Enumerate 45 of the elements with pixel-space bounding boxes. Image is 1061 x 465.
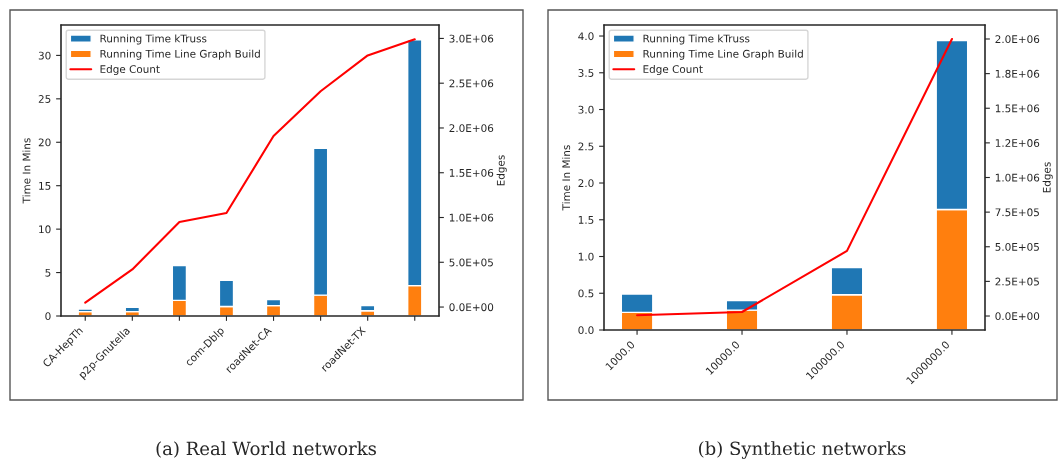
legend-label: Running Time kTruss	[643, 34, 750, 45]
legend-label: Running Time kTruss	[100, 34, 207, 45]
bar	[359, 304, 376, 312]
y-tick-label: 5	[45, 268, 51, 277]
y-axis-title: Time In Mins	[22, 138, 31, 204]
y-tick-label: 3.0	[578, 105, 594, 114]
y-tick-label: 0.0	[578, 326, 594, 335]
y2-tick-label: 0.0E+00	[449, 303, 494, 312]
legend-label: Running Time Line Graph Build	[643, 49, 803, 60]
y-tick-label: 0.5	[578, 289, 594, 298]
y-tick-label: 1.5	[578, 216, 594, 224]
y2-tick-label: 2.5E+06	[449, 79, 494, 88]
text: (b) Synthetic networks	[699, 441, 906, 459]
y2-tick-label: 1.8E+06	[995, 69, 1040, 78]
y-tick-label: 30	[38, 51, 51, 60]
y2-tick-label: 2.5E+05	[995, 277, 1039, 286]
legend-label: Edge Count	[100, 64, 160, 76]
y-tick-label: 2.5	[578, 142, 594, 151]
y2-tick-label: 7.5E+05	[995, 208, 1039, 217]
y-tick-label: 15	[39, 182, 51, 190]
y-tick-label: 20	[38, 138, 51, 147]
y-tick-label: 10	[39, 225, 51, 234]
y2-tick-label: 2.0E+06	[995, 35, 1040, 44]
y2-axis-title: Edges	[496, 155, 507, 186]
y2-tick-label: 5.0E+05	[449, 258, 493, 267]
y-tick-label: 25	[38, 95, 51, 103]
y2-tick-label: 2.0E+06	[449, 124, 494, 133]
legend-label: Edge Count	[643, 64, 703, 76]
legend-label: Running Time Line Graph Build	[100, 49, 260, 60]
y-tick-label: 2.0	[578, 179, 594, 188]
y-axis-title: Time In Mins	[562, 145, 571, 211]
y-tick-label: 3.5	[578, 69, 594, 77]
y2-tick-label: 1.0E+06	[449, 213, 494, 222]
y2-tick-label: 3.0E+06	[449, 34, 494, 43]
text: (a) Real World networks	[156, 441, 376, 458]
y2-tick-label: 1.0E+06	[995, 173, 1040, 182]
y2-tick-label: 0.0E+00	[995, 312, 1040, 321]
y-tick-label: 1.0	[578, 252, 594, 261]
y2-axis-title: Edges	[1042, 162, 1053, 193]
y2-tick-label: 1.2E+06	[995, 139, 1040, 147]
y-tick-label: 4.0	[578, 32, 594, 41]
y-tick-label: 0	[45, 312, 51, 321]
y2-tick-label: 1.5E+06	[995, 104, 1040, 113]
y2-tick-label: 1.5E+06	[449, 168, 494, 177]
y2-tick-label: 5.0E+05	[995, 242, 1039, 251]
